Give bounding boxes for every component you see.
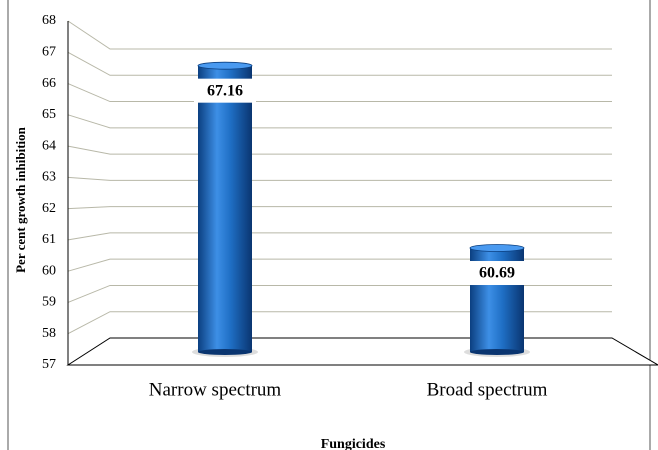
- y-axis-title: Per cent growth inhibition: [13, 126, 28, 273]
- y-tick-label: 57: [42, 357, 56, 372]
- floor: [66, 337, 658, 366]
- bar-bottom: [470, 349, 524, 355]
- grid-line: [67, 311, 612, 335]
- bar: [198, 65, 252, 352]
- y-tick-label: 63: [42, 170, 56, 185]
- y-tick-label: 59: [42, 295, 56, 310]
- y-tick-label: 58: [42, 326, 56, 341]
- y-tick-label: 66: [42, 76, 56, 91]
- data-label-box: [194, 78, 256, 103]
- bar-bottom: [198, 349, 252, 355]
- x-tick-label: Broad spectrum: [427, 379, 548, 400]
- x-tick-label: Narrow spectrum: [149, 379, 282, 400]
- data-label: 60.69: [479, 265, 515, 282]
- grid-line: [67, 83, 612, 103]
- y-tick-label: 68: [42, 13, 56, 28]
- y-tick-label: 65: [42, 107, 56, 122]
- data-label-box: [466, 261, 528, 286]
- data-label: 67.16: [207, 82, 243, 99]
- bar-top: [469, 244, 525, 252]
- grid-line: [67, 176, 612, 181]
- y-tick-label: 62: [42, 201, 56, 216]
- grid-line: [67, 20, 612, 50]
- grid-line: [67, 258, 612, 272]
- grid-line: [67, 232, 612, 241]
- grid-line: [67, 145, 612, 155]
- grid-line: [67, 114, 612, 129]
- y-tick-label: 64: [42, 138, 56, 153]
- grid-line: [67, 284, 612, 303]
- y-tick-label: 61: [42, 232, 56, 247]
- grid-line: [67, 206, 612, 210]
- y-tick-label: 60: [42, 263, 56, 278]
- x-axis-title: Fungicides: [321, 437, 386, 450]
- bar-top: [197, 61, 253, 70]
- y-tick-label: 67: [42, 44, 56, 59]
- grid-line: [67, 51, 612, 76]
